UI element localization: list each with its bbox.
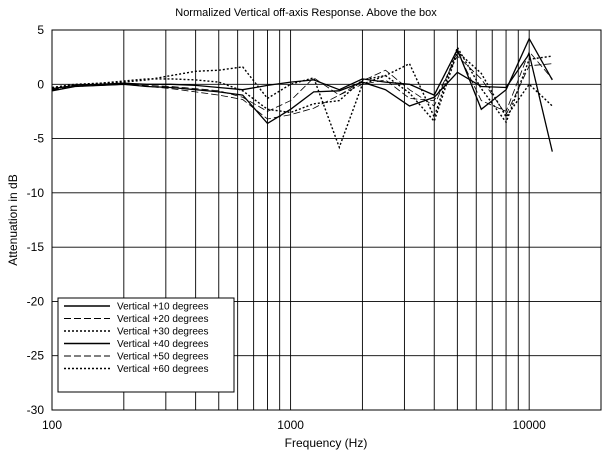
legend-box: [57, 297, 235, 393]
y-tick-label: -30: [27, 403, 45, 417]
chart-title: Normalized Vertical off-axis Response. A…: [175, 7, 437, 19]
y-tick-label: 0: [37, 77, 44, 91]
x-tick-label: 10000: [512, 418, 546, 432]
y-tick-label: 5: [37, 23, 44, 37]
legend-label: Vertical +20 degrees: [117, 314, 208, 325]
plot-frame: [51, 29, 602, 411]
series-line-1: [51, 37, 553, 111]
series-lines: [51, 37, 553, 152]
legend-label: Vertical +40 degrees: [117, 339, 208, 350]
y-tick-label: -20: [27, 294, 45, 308]
y-tick-label: -15: [27, 240, 45, 254]
y-tick-label: -10: [27, 186, 45, 200]
grid: [52, 29, 601, 411]
series-line-4: [51, 52, 553, 152]
legend-label: Vertical +10 degrees: [117, 302, 208, 313]
series-line-5: [51, 55, 553, 120]
series-line-3: [51, 45, 553, 150]
tick-labels: 100 1000 10000 5 0 -5 -10 -15 -20 -25 -30: [27, 23, 547, 432]
x-tick-label: 1000: [277, 418, 304, 432]
y-axis-label: Attenuation in dB: [6, 174, 20, 265]
legend-label: Vertical +60 degrees: [117, 364, 208, 375]
y-tick-label: -5: [33, 132, 44, 146]
legend-label: Vertical +30 degrees: [117, 327, 208, 338]
series-line-6: [51, 50, 553, 123]
x-axis-label: Frequency (Hz): [285, 436, 368, 450]
x-tick-label: 100: [42, 418, 62, 432]
legend-label: Vertical +50 degrees: [117, 352, 208, 363]
y-tick-label: -25: [27, 349, 45, 363]
